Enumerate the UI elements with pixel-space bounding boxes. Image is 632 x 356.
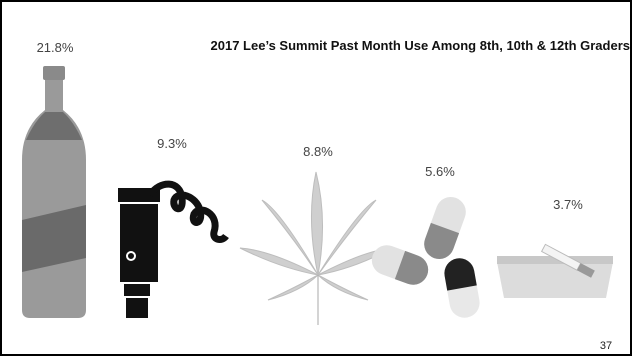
value-label: 9.3%	[157, 136, 187, 151]
value-label: 21.8%	[37, 40, 74, 55]
vape-icon	[118, 180, 229, 318]
pills-icon	[371, 197, 480, 318]
ashtray-icon	[497, 243, 613, 298]
page-number: 37	[600, 340, 612, 352]
bottle-icon	[22, 66, 86, 318]
value-label: 5.6%	[425, 164, 455, 179]
chart-title: 2017 Lee’s Summit Past Month Use Among 8…	[211, 38, 630, 53]
value-label: 8.8%	[303, 144, 333, 159]
value-label: 3.7%	[553, 197, 583, 212]
